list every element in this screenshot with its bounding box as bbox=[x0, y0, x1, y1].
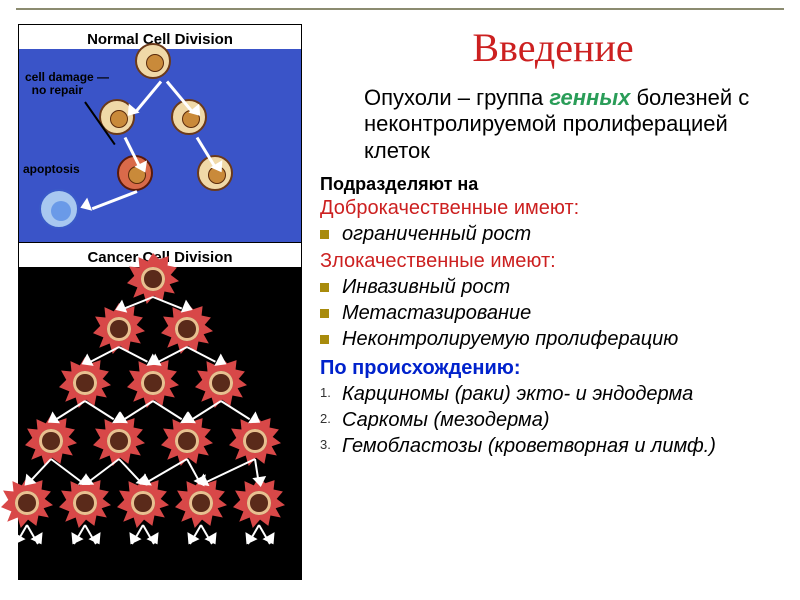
malignant-list: Инвазивный рост Метастазирование Неконтрол… bbox=[320, 276, 786, 351]
arrow bbox=[153, 296, 182, 309]
arrow bbox=[152, 400, 182, 420]
list-item: Неконтролируемую пролиферацию bbox=[320, 328, 786, 351]
arrow bbox=[206, 458, 255, 483]
arrow bbox=[56, 400, 86, 420]
arrow bbox=[50, 458, 80, 482]
right-panel: Введение Опухоли – группа генных болезне… bbox=[310, 18, 800, 600]
normal-division-panel: Normal Cell Division cell damage — no re… bbox=[19, 25, 301, 243]
arrow bbox=[220, 400, 250, 420]
apoptosis-cell bbox=[39, 189, 79, 229]
arrow bbox=[124, 296, 153, 309]
arrow-head bbox=[182, 532, 199, 548]
benign-list: ограниченный рост bbox=[320, 223, 786, 246]
arrow-head bbox=[240, 532, 257, 548]
arrow bbox=[119, 346, 149, 363]
arrow bbox=[30, 459, 51, 482]
normal-cell bbox=[135, 43, 171, 79]
list-item: Инвазивный рост bbox=[320, 276, 786, 299]
arrow bbox=[90, 346, 120, 363]
arrow-head bbox=[124, 532, 141, 548]
benign-heading: Доброкачественные имеют: bbox=[320, 197, 786, 220]
arrow bbox=[135, 81, 162, 113]
list-item: Карциномы (раки) экто- и эндодерма bbox=[320, 383, 786, 406]
arrow bbox=[192, 400, 222, 420]
slide-container: Normal Cell Division cell damage — no re… bbox=[0, 0, 800, 600]
intro-pre: Опухоли – группа bbox=[364, 85, 549, 110]
left-panel: Normal Cell Division cell damage — no re… bbox=[0, 18, 310, 600]
list-item: Гемобластозы (кроветворная и лимф.) bbox=[320, 435, 786, 458]
arrow-head bbox=[78, 198, 92, 215]
list-item: ограниченный рост bbox=[320, 223, 786, 246]
arrow bbox=[187, 346, 217, 363]
arrow bbox=[254, 459, 259, 479]
cancer-division-panel: Cancer Cell Division bbox=[19, 243, 301, 580]
page-title: Введение bbox=[320, 24, 786, 71]
arrow bbox=[84, 400, 114, 420]
arrow-head bbox=[252, 476, 267, 488]
cell-division-diagram: Normal Cell Division cell damage — no re… bbox=[18, 24, 302, 580]
subdivide-label: Подразделяют на bbox=[320, 174, 786, 195]
normal-cell bbox=[171, 99, 207, 135]
list-item: Метастазирование bbox=[320, 302, 786, 325]
origin-heading: По происхождению: bbox=[320, 357, 786, 380]
origin-list: Карциномы (раки) экто- и эндодерма Сарком… bbox=[320, 383, 786, 458]
intro-em: генных bbox=[549, 85, 630, 110]
arrow bbox=[158, 346, 188, 363]
top-rule bbox=[16, 8, 784, 10]
arrow bbox=[92, 190, 138, 210]
arrow bbox=[148, 458, 188, 482]
list-item: Саркомы (мезодерма) bbox=[320, 409, 786, 432]
arrow-head bbox=[8, 532, 25, 548]
caption-apoptosis: apoptosis bbox=[23, 163, 80, 176]
arrow bbox=[89, 458, 119, 482]
arrow-head bbox=[66, 532, 83, 548]
arrow bbox=[124, 400, 154, 420]
malignant-heading: Злокачественные имеют: bbox=[320, 250, 786, 273]
intro-text: Опухоли – группа генных болезней с некон… bbox=[320, 85, 786, 164]
caption-cell-damage: cell damage — no repair bbox=[25, 71, 109, 97]
